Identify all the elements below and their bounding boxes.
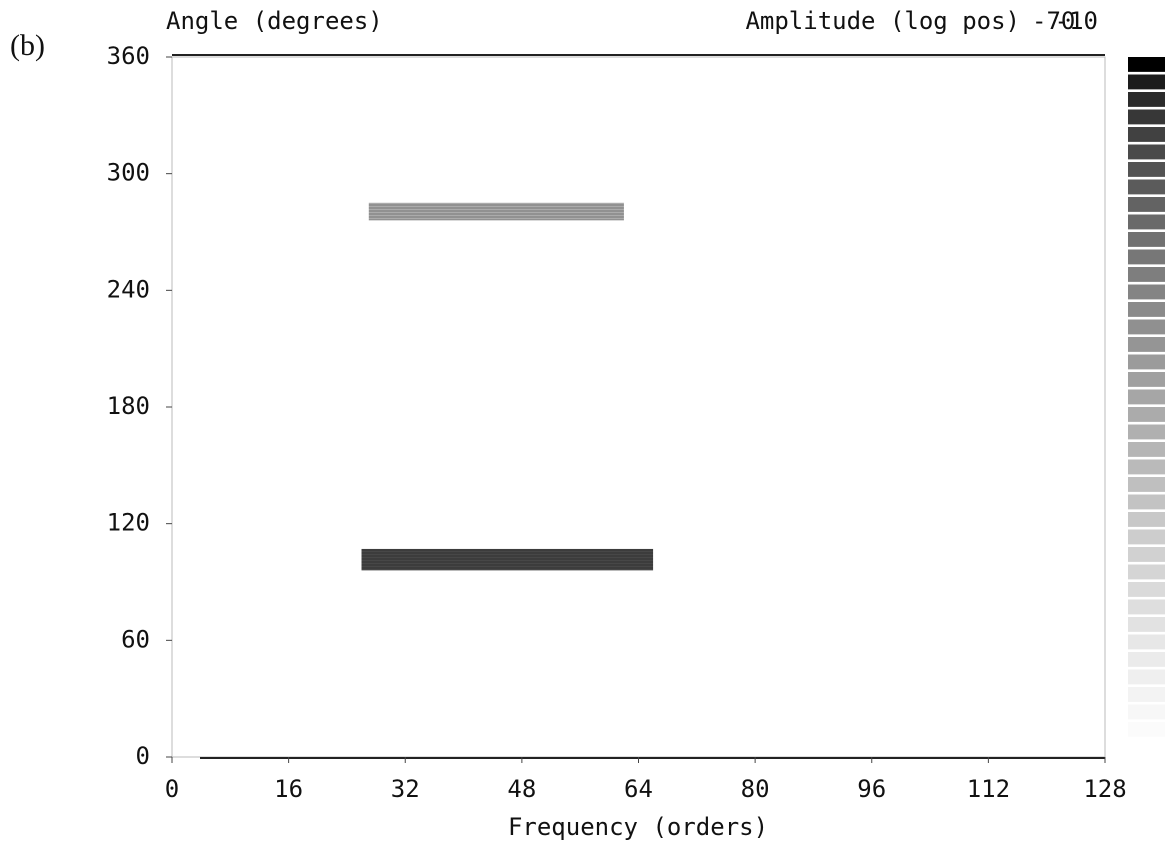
colorbar-cell xyxy=(1128,564,1165,580)
heat-texture xyxy=(368,202,624,221)
x-tick-label: 64 xyxy=(624,775,653,803)
y-tick-label: 240 xyxy=(107,275,150,303)
x-tick-label: 32 xyxy=(391,775,420,803)
colorbar-cell xyxy=(1128,337,1165,352)
colorbar-cell xyxy=(1128,442,1165,457)
colorbar-cell xyxy=(1128,599,1165,615)
colorbar-cell xyxy=(1128,179,1165,195)
x-tick-label: 0 xyxy=(165,775,179,803)
x-tick-label: 96 xyxy=(857,775,886,803)
colorbar-cell xyxy=(1128,424,1165,440)
plot-frame xyxy=(171,56,1106,758)
x-tick-label: 128 xyxy=(1083,775,1126,803)
x-tick-label: 48 xyxy=(507,775,536,803)
x-tick-label: 112 xyxy=(967,775,1010,803)
colorbar-cell xyxy=(1128,284,1165,300)
colorbar-cell xyxy=(1128,477,1165,492)
colorbar-cell xyxy=(1128,704,1165,720)
x-tick-label: 16 xyxy=(274,775,303,803)
heat-texture xyxy=(361,548,654,571)
colorbar-cell xyxy=(1128,529,1165,545)
colorbar-cell xyxy=(1128,354,1165,370)
colorbar-cell xyxy=(1128,127,1165,142)
panel-label: (b) xyxy=(10,29,45,62)
colorbar-min: -70 xyxy=(1032,7,1075,35)
colorbar-cell xyxy=(1128,57,1165,72)
colorbar-cell xyxy=(1128,722,1165,737)
y-tick-label: 360 xyxy=(107,42,150,70)
colorbar-cell xyxy=(1128,214,1165,230)
colorbar-cell xyxy=(1128,547,1165,562)
colorbar-cell xyxy=(1128,319,1165,335)
colorbar-cell xyxy=(1128,232,1165,247)
x-tick-label: 80 xyxy=(741,775,770,803)
y-tick-label: 120 xyxy=(107,509,150,537)
colorbar-cell xyxy=(1128,652,1165,667)
colorbar-cell xyxy=(1128,617,1165,632)
colorbar-cell xyxy=(1128,92,1165,107)
colorbar-cell xyxy=(1128,389,1165,405)
colorbar-cell xyxy=(1128,494,1165,510)
colorbar-cell xyxy=(1128,669,1165,685)
y-axis-label: Angle (degrees) xyxy=(166,7,383,35)
x-axis-label: Frequency (orders) xyxy=(508,813,768,841)
colorbar-cell xyxy=(1128,74,1165,90)
colorbar-max: -10 xyxy=(1055,7,1098,35)
colorbar-cell xyxy=(1128,739,1165,755)
colorbar-cell xyxy=(1128,162,1165,177)
colorbar-cell xyxy=(1128,144,1165,160)
y-tick-label: 180 xyxy=(107,392,150,420)
colorbar-cell xyxy=(1128,407,1165,422)
y-tick-label: 60 xyxy=(121,625,150,653)
colorbar-cell xyxy=(1128,197,1165,212)
colorbar-label: Amplitude (log pos) xyxy=(745,7,1020,35)
colorbar-cell xyxy=(1128,302,1165,317)
colorbar-cell xyxy=(1128,459,1165,475)
colorbar-cell xyxy=(1128,634,1165,650)
colorbar-cell xyxy=(1128,582,1165,597)
colorbar-cell xyxy=(1128,372,1165,387)
colorbar-cell xyxy=(1128,109,1165,125)
colorbar-cell xyxy=(1128,512,1165,527)
colorbar-cell xyxy=(1128,687,1165,702)
colorbar-cell xyxy=(1128,267,1165,282)
colorbar-cell xyxy=(1128,249,1165,265)
y-tick-label: 0 xyxy=(136,742,150,770)
y-tick-label: 300 xyxy=(107,159,150,187)
